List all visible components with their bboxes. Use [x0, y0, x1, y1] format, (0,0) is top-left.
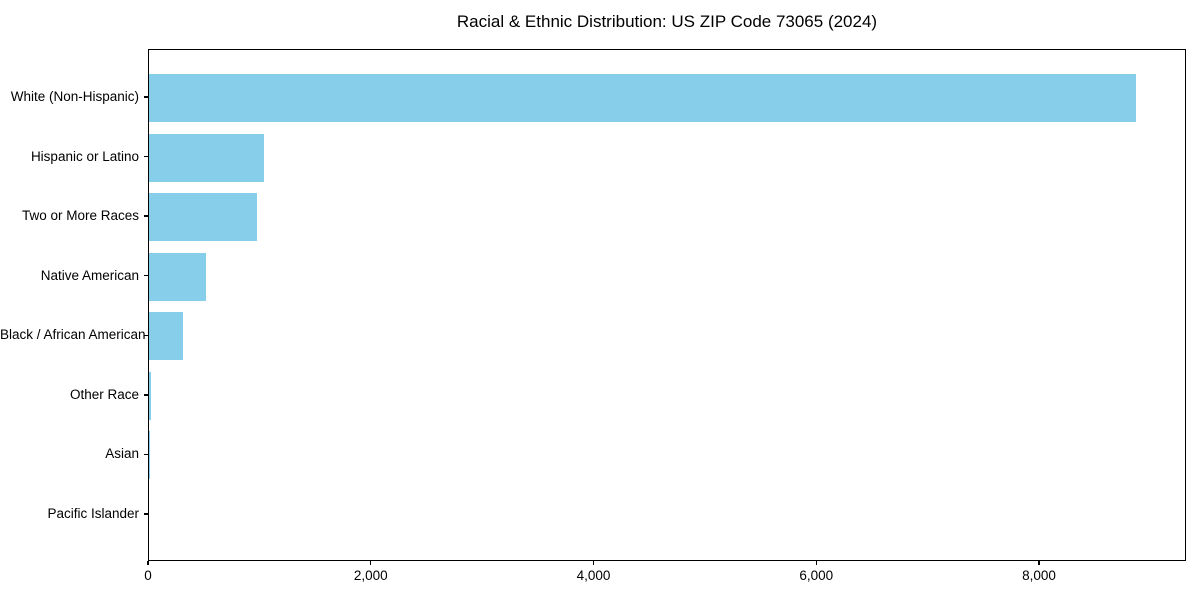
y-tick-label: Pacific Islander [47, 506, 139, 521]
x-tick-label: 0 [144, 568, 152, 583]
y-tick-mark [144, 513, 148, 515]
y-tick-mark [144, 334, 148, 336]
x-tick-mark [370, 561, 372, 565]
bar-two-or-more-races [149, 193, 258, 242]
bar-native-american [149, 252, 206, 301]
y-tick-label: Native American [40, 267, 139, 283]
y-tick-label: Other Race [69, 386, 139, 402]
y-tick-mark [144, 215, 148, 217]
bar-other-race [149, 371, 152, 420]
x-tick-label: 8,000 [1022, 568, 1056, 583]
y-tick-label: Asian [105, 446, 139, 462]
x-tick-mark [1038, 561, 1040, 565]
x-tick-mark [815, 561, 817, 565]
chart-title: Racial & Ethnic Distribution: US ZIP Cod… [456, 12, 878, 31]
y-tick-mark [144, 394, 148, 396]
bar-white-non-hispanic [149, 74, 1136, 122]
bar-black-african-american [149, 312, 183, 361]
plot-area [148, 49, 1186, 561]
x-tick-label: 2,000 [353, 568, 388, 583]
y-tick-mark [144, 275, 148, 277]
y-tick-label: Hispanic or Latino [30, 148, 139, 164]
y-tick-mark [144, 453, 148, 456]
y-tick-mark [144, 96, 148, 98]
x-tick-label: 4,000 [576, 568, 611, 583]
x-tick-label: 6,000 [799, 568, 834, 583]
y-tick-label: Black / African American [0, 327, 146, 343]
x-tick-mark [592, 561, 595, 565]
y-tick-mark [144, 155, 148, 158]
bar-hispanic-or-latino [149, 133, 264, 182]
x-tick-mark [147, 561, 149, 565]
y-tick-label: White (Non-Hispanic) [10, 89, 139, 104]
bar-asian [149, 431, 150, 480]
y-tick-label: Two or More Races [21, 208, 139, 224]
